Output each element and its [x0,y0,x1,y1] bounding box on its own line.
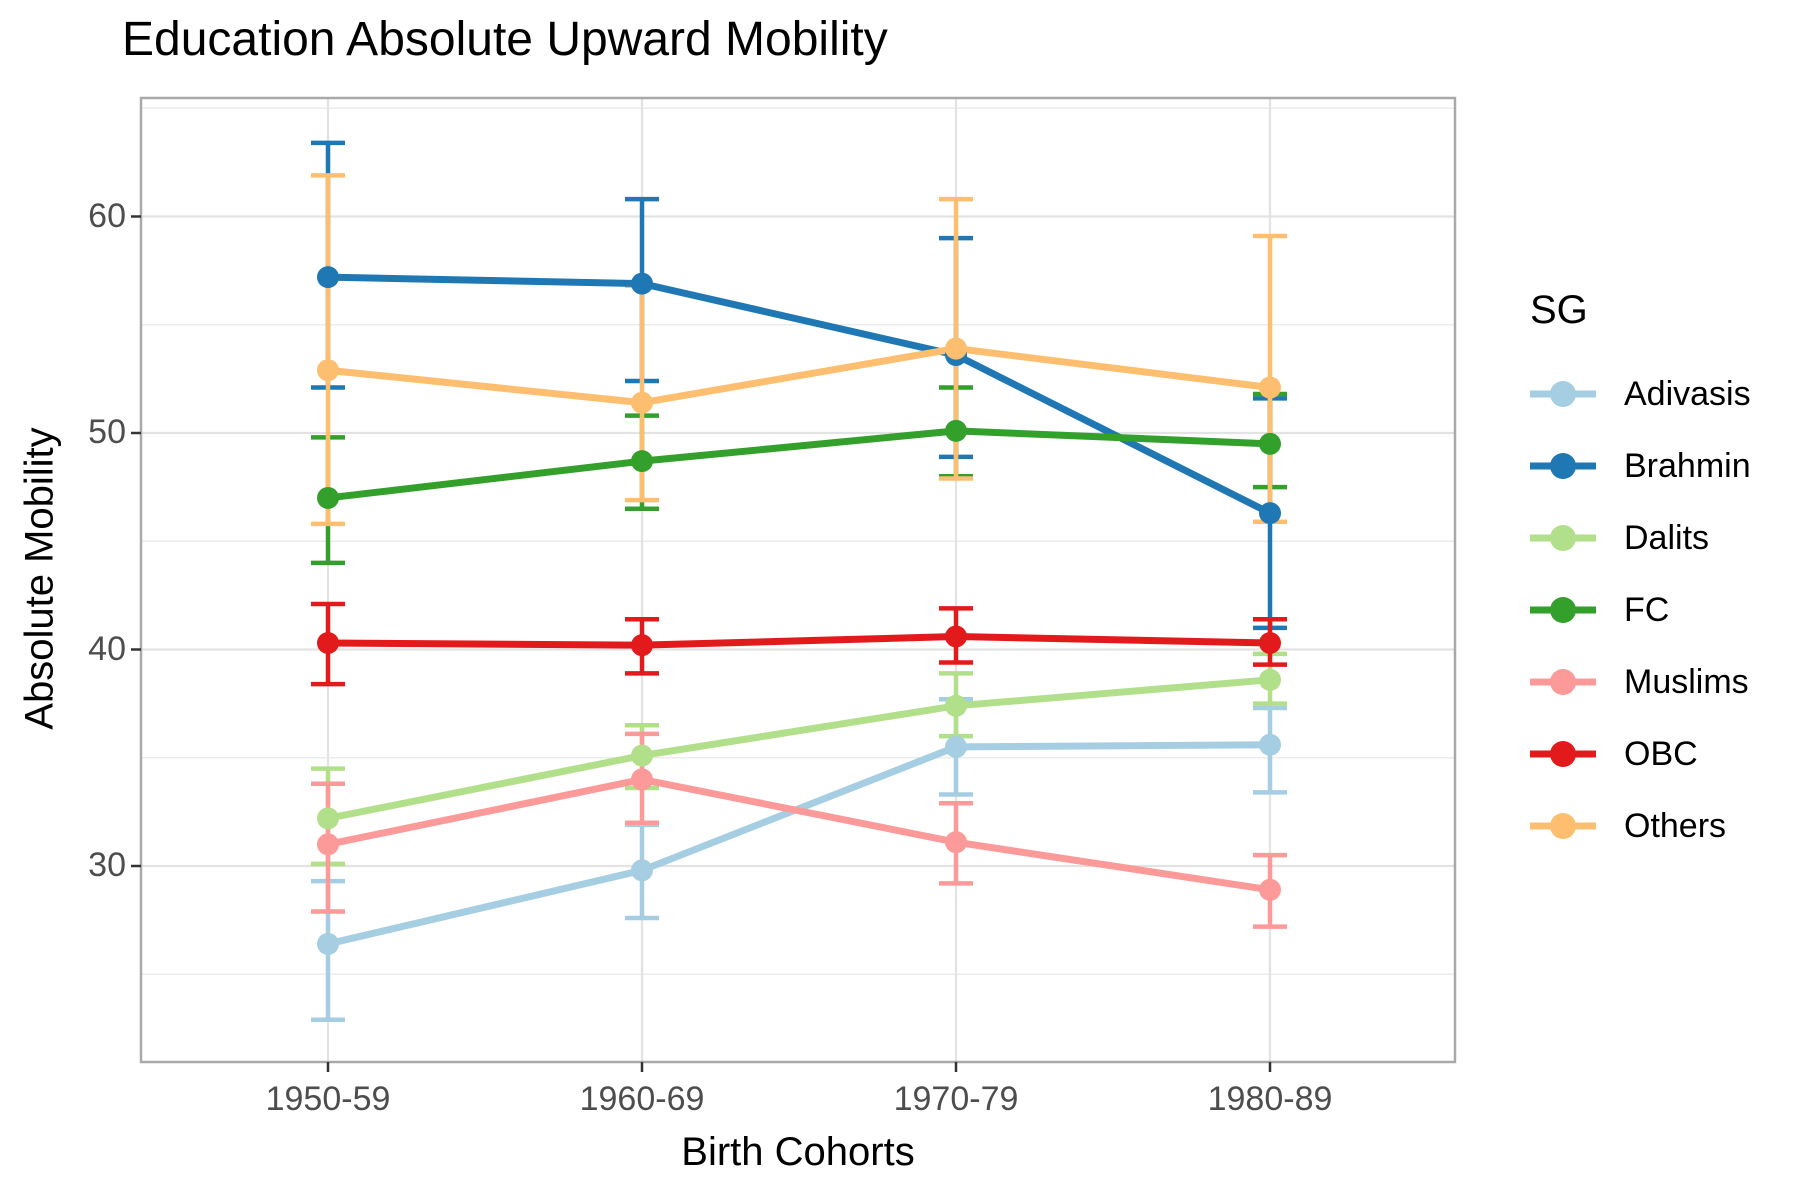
data-point-fc [1259,432,1281,455]
data-point-others [945,337,967,360]
data-point-others [317,359,339,382]
legend-label: Dalits [1624,518,1710,557]
y-axis-tick-label: 40 [88,629,126,668]
data-point-dalits [945,694,967,717]
panel-border [139,96,1457,1064]
y-axis-title: Absolute Mobility [17,427,62,730]
legend-label: Adivasis [1624,374,1751,413]
fc-key-icon [1530,597,1596,623]
legend-title: SG [1530,288,1588,332]
data-point-muslims [631,768,653,791]
series-line-obc [327,633,1271,649]
data-point-fc [945,419,967,442]
legend-item-fc: FC [1530,574,1751,646]
data-point-adivasis [1259,733,1281,756]
data-point-fc [317,486,339,509]
legend-item-others: Others [1530,790,1751,862]
data-point-adivasis [631,859,653,882]
adivasis-key-icon [1530,381,1596,407]
data-point-obc [945,625,967,648]
data-point-adivasis [945,735,967,758]
legend-key-point [1550,741,1576,767]
legend-key-point [1550,813,1576,839]
legend-key-point [1550,669,1576,695]
x-axis-tick-label: 1980-89 [1207,1080,1333,1118]
data-point-obc [1259,632,1281,655]
legend-label: Others [1624,806,1727,845]
y-axis-tick-label: 60 [88,196,126,235]
legend-key-point [1550,525,1576,551]
series-line-adivasis [327,741,1271,948]
data-point-obc [631,634,653,657]
series-line-others [327,345,1271,407]
legend-item-muslims: Muslims [1530,646,1751,718]
data-point-others [631,391,653,414]
legend-label: FC [1624,590,1670,629]
data-point-fc [631,450,653,473]
series-line-brahmin [327,273,1272,517]
muslims-key-icon [1530,669,1596,695]
others-key-icon [1530,813,1596,839]
y-axis-tick-label: 30 [88,846,126,884]
data-point-muslims [1259,878,1281,901]
data-point-dalits [631,744,653,767]
y-axis-tick-label: 50 [88,413,126,451]
legend-item-adivasis: Adivasis [1530,358,1751,430]
legend-label: Brahmin [1624,446,1751,485]
x-axis-tick-label: 1950-59 [265,1080,391,1118]
data-point-dalits [317,807,339,830]
data-point-muslims [317,833,339,856]
data-point-brahmin [1259,502,1281,525]
data-point-brahmin [631,272,653,295]
x-axis-title: Birth Cohorts [681,1130,915,1174]
legend-item-obc: OBC [1530,718,1751,790]
obc-key-icon [1530,741,1596,767]
brahmin-key-icon [1530,453,1596,479]
legend-item-brahmin: Brahmin [1530,430,1751,502]
chart-title: Education Absolute Upward Mobility [122,13,888,66]
legend-item-dalits: Dalits [1530,502,1751,574]
data-point-brahmin [317,266,339,289]
legend: SG Adivasis Brahmin Dalits FC Muslims OB… [1530,288,1751,862]
data-point-obc [317,632,339,655]
error-bar-others [311,173,345,527]
series-line-muslims [327,775,1271,894]
series-line-dalits [327,676,1271,822]
data-point-dalits [1259,668,1281,691]
data-point-adivasis [317,932,339,955]
x-axis-tick-label: 1960-69 [579,1080,705,1118]
x-axis-tick-label: 1970-79 [893,1080,1019,1118]
legend-key-point [1550,453,1576,479]
series-line-fc [327,427,1271,502]
legend-key-point [1550,381,1576,407]
data-point-others [1259,376,1281,399]
legend-label: OBC [1624,734,1698,773]
legend-key-point [1550,597,1576,623]
legend-label: Muslims [1624,662,1749,701]
dalits-key-icon [1530,525,1596,551]
data-point-muslims [945,831,967,854]
